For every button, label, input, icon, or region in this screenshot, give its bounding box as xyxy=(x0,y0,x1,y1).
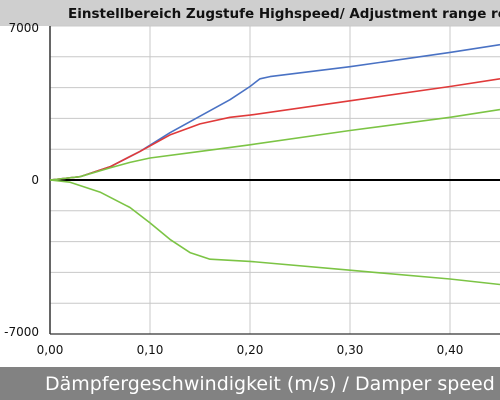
x-axis-ticks: 0,00 0,10 0,20 0,30 0,40 xyxy=(37,343,464,357)
y-tick-label: -7000 xyxy=(4,325,39,339)
title-bar xyxy=(0,0,500,26)
grid xyxy=(49,25,500,335)
series-line-4 xyxy=(49,179,500,286)
x-axis-label: Dämpfergeschwindigkeit (m/s) / Damper sp… xyxy=(45,373,500,395)
x-tick-label: 0,40 xyxy=(437,343,464,357)
chart-title: Einstellbereich Zugstufe Highspeed/ Adju… xyxy=(68,6,500,22)
x-axis-label-bar xyxy=(0,367,500,400)
series-line-3 xyxy=(49,108,500,181)
y-axis-ticks: 7000 0 -7000 xyxy=(4,21,39,339)
x-tick-label: 0,30 xyxy=(337,343,364,357)
series-lines xyxy=(49,43,500,286)
y-tick-label: 0 xyxy=(31,173,39,187)
x-tick-label: 0,20 xyxy=(237,343,264,357)
x-tick-label: 0,00 xyxy=(37,343,64,357)
y-tick-label: 7000 xyxy=(8,21,39,35)
x-tick-label: 0,10 xyxy=(137,343,164,357)
